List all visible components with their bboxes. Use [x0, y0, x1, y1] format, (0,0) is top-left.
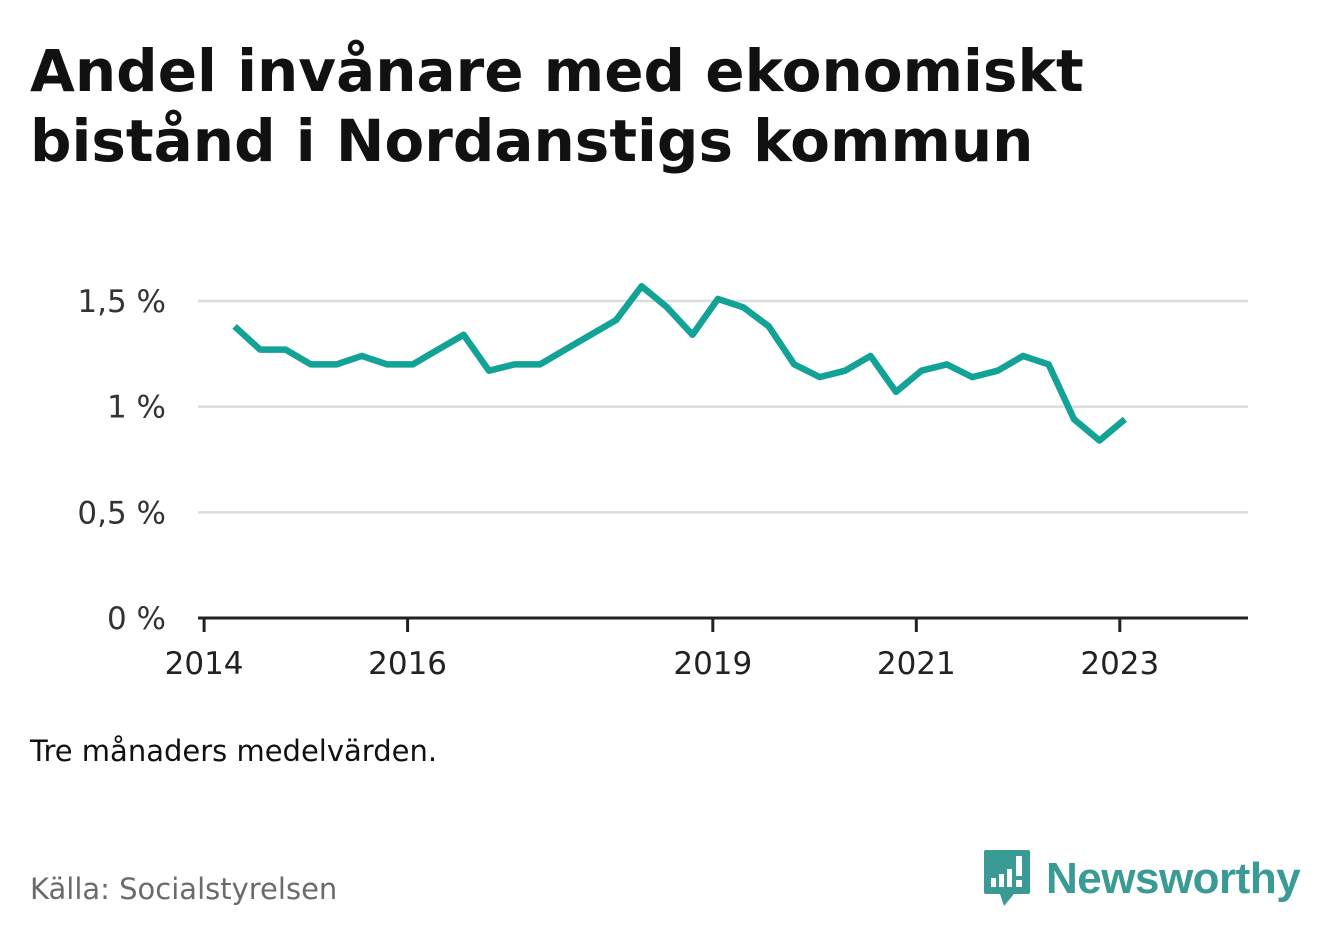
- brand-name: Newsworthy: [1046, 854, 1301, 903]
- x-axis-ticks: 2014 2016 2019 2021 2023: [165, 618, 1159, 682]
- y-tick-label: 1,5 %: [77, 284, 166, 320]
- source-text: Källa: Socialstyrelsen: [30, 872, 338, 906]
- newsworthy-logo-icon: [984, 850, 1030, 906]
- series-line: [232, 282, 1127, 444]
- x-tick-label: 2023: [1080, 646, 1159, 682]
- y-axis-tick-labels: 0 % 0,5 % 1 % 1,5 %: [77, 284, 166, 637]
- y-tick-label: 0 %: [107, 601, 166, 637]
- x-tick-label: 2016: [368, 646, 447, 682]
- x-tick-label: 2019: [673, 646, 752, 682]
- y-tick-label: 0,5 %: [77, 495, 166, 531]
- line-chart: 0 % 0,5 % 1 % 1,5 % 2014 2016 2019 2021 2023: [77, 282, 1248, 682]
- x-tick-label: 2014: [165, 646, 244, 682]
- chart-title: Andel invånare med ekonomiskt bistånd i …: [30, 37, 1084, 175]
- grid-lines: [198, 299, 1248, 514]
- x-tick-label: 2021: [877, 646, 956, 682]
- y-tick-label: 1 %: [107, 390, 166, 426]
- brand-logo: Newsworthy: [982, 848, 1301, 910]
- chart-note: Tre månaders medelvärden.: [30, 734, 438, 768]
